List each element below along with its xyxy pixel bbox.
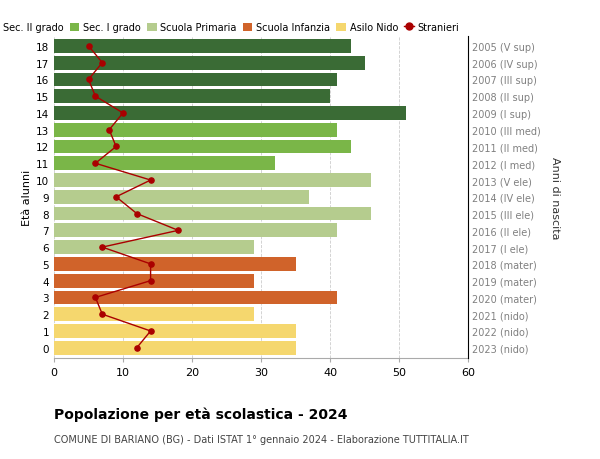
Point [97,60,107,67]
Bar [54,40,350,54]
Bar [54,308,254,321]
Point [146,261,155,268]
Bar [54,73,337,87]
Bar [54,140,350,154]
Point [132,344,142,352]
Bar [54,190,310,204]
Bar [54,90,330,104]
Y-axis label: Anni di nascita: Anni di nascita [550,156,560,239]
Text: Popolazione per età scolastica - 2024: Popolazione per età scolastica - 2024 [54,406,347,421]
Bar [54,174,371,187]
Point [132,210,142,218]
Point [173,227,183,235]
Bar [54,56,365,70]
Point [97,244,107,251]
Point [91,93,100,101]
Point [146,277,155,285]
Point [84,77,94,84]
Bar [54,257,296,271]
Point [112,194,121,201]
Legend: Sec. II grado, Sec. I grado, Scuola Primaria, Scuola Infanzia, Asilo Nido, Stran: Sec. II grado, Sec. I grado, Scuola Prim… [0,19,463,37]
Bar [54,207,371,221]
Point [146,328,155,335]
Point [91,294,100,302]
Point [91,160,100,168]
Bar [54,291,337,305]
Bar [54,274,254,288]
Y-axis label: Età alunni: Età alunni [22,169,32,225]
Point [97,311,107,318]
Point [104,127,114,134]
Bar [54,107,406,121]
Point [146,177,155,185]
Point [112,144,121,151]
Bar [54,157,275,171]
Bar [54,241,254,254]
Bar [54,325,296,338]
Point [84,43,94,50]
Bar [54,123,337,137]
Point [118,110,128,118]
Bar [54,341,296,355]
Bar [54,224,337,238]
Text: COMUNE DI BARIANO (BG) - Dati ISTAT 1° gennaio 2024 - Elaborazione TUTTITALIA.IT: COMUNE DI BARIANO (BG) - Dati ISTAT 1° g… [54,434,469,444]
